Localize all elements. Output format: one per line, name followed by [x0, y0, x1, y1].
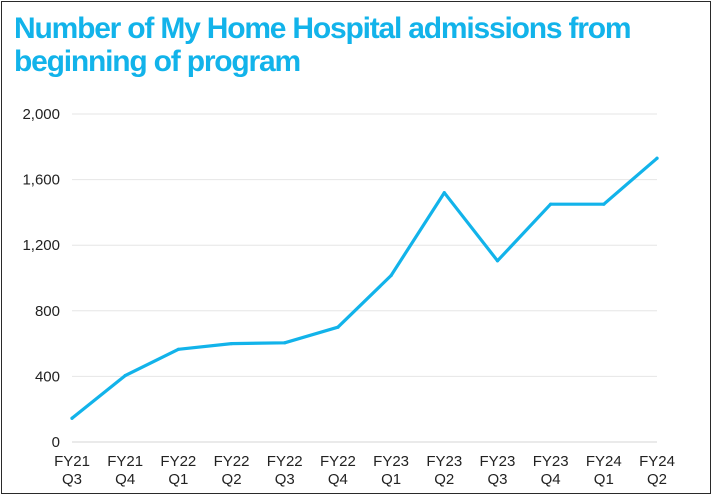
x-tick-label: Q4 — [115, 471, 135, 488]
x-tick-label: Q4 — [328, 471, 348, 488]
data-point — [176, 347, 180, 351]
data-point — [123, 373, 127, 378]
x-tick-label: Q2 — [434, 471, 454, 488]
x-tick-label: FY23 — [426, 453, 462, 470]
series-lines — [70, 156, 659, 420]
series-line-0 — [70, 156, 659, 420]
y-axis-labels: 0 400 800 1,200 1,600 2,000 — [22, 106, 60, 451]
x-tick-label: FY21 — [107, 453, 143, 470]
data-point — [549, 202, 553, 206]
data-point — [655, 156, 659, 160]
data-point — [389, 273, 393, 278]
x-axis-labels: FY21Q3FY21Q4FY22Q1FY22Q2FY22Q3FY22Q4FY23… — [54, 453, 675, 488]
x-tick-label: Q1 — [168, 471, 188, 488]
y-tick-label: 1,600 — [22, 172, 60, 189]
x-tick-label: Q3 — [275, 471, 295, 488]
chart-title: Number of My Home Hospital admissions fr… — [14, 12, 632, 78]
y-tick-label: 0 — [52, 434, 60, 451]
x-tick-label: FY22 — [160, 453, 196, 470]
x-tick-label: FY23 — [373, 453, 409, 470]
x-tick-label: Q2 — [647, 471, 667, 488]
data-point — [70, 416, 74, 420]
x-tick-label: Q2 — [222, 471, 242, 488]
x-tick-label: FY24 — [586, 453, 622, 470]
x-tick-label: Q3 — [62, 471, 82, 488]
x-tick-label: FY21 — [54, 453, 90, 470]
y-tick-label: 2,000 — [22, 106, 60, 123]
x-tick-label: Q1 — [594, 471, 614, 488]
x-tick-label: FY22 — [267, 453, 303, 470]
data-point — [336, 325, 340, 329]
x-tick-label: Q4 — [541, 471, 561, 488]
data-point — [602, 202, 606, 206]
x-tick-label: FY22 — [320, 453, 356, 470]
data-point — [495, 259, 500, 263]
y-tick-label: 800 — [35, 303, 60, 320]
data-point — [283, 341, 287, 345]
x-tick-label: Q1 — [381, 471, 401, 488]
x-tick-label: Q3 — [487, 471, 507, 488]
x-tick-label: FY22 — [214, 453, 250, 470]
x-tick-label: FY23 — [533, 453, 569, 470]
gridlines — [72, 113, 657, 443]
data-point — [229, 342, 234, 346]
y-tick-label: 400 — [35, 368, 60, 385]
data-point — [442, 191, 446, 195]
x-tick-label: FY23 — [480, 453, 516, 470]
x-tick-label: FY24 — [639, 453, 675, 470]
y-tick-label: 1,200 — [22, 237, 60, 254]
